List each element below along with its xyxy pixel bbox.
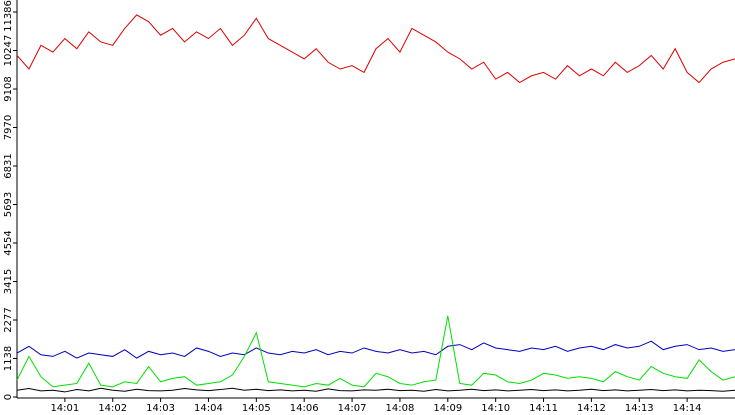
series-line	[16, 14, 735, 84]
x-tick-label: 14:04	[194, 403, 223, 414]
series-line	[16, 340, 735, 359]
y-tick-label: 9108	[3, 76, 14, 101]
y-tick-label: 4554	[3, 230, 14, 255]
y-tick-label: 5693	[3, 192, 14, 217]
x-tick-label: 14:14	[673, 403, 702, 414]
x-tick-label: 14:06	[290, 403, 319, 414]
y-tick-label: 11386	[3, 0, 14, 32]
x-tick-label: 14:02	[98, 403, 127, 414]
y-tick-label: 10247	[3, 35, 14, 67]
x-tick-label: 14:12	[577, 403, 606, 414]
x-tick-label: 14:07	[338, 403, 367, 414]
x-tick-label: 14:10	[481, 403, 510, 414]
series-line	[16, 315, 735, 388]
x-tick-label: 14:08	[386, 403, 415, 414]
y-tick-label: 3415	[3, 269, 14, 294]
x-tick-label: 14:05	[242, 403, 271, 414]
y-tick-label: 7970	[3, 115, 14, 140]
y-tick-label: 0	[3, 394, 14, 400]
x-tick-label: 14:11	[529, 403, 558, 414]
x-tick-label: 14:13	[625, 403, 654, 414]
x-tick-label: 14:03	[146, 403, 175, 414]
y-tick-label: 6831	[3, 153, 14, 178]
series-line	[16, 387, 735, 393]
y-tick-label: 2277	[3, 307, 14, 332]
y-tick-label: 1138	[3, 346, 14, 371]
x-tick-label: 14:01	[50, 403, 79, 414]
x-tick-label: 14:09	[433, 403, 462, 414]
